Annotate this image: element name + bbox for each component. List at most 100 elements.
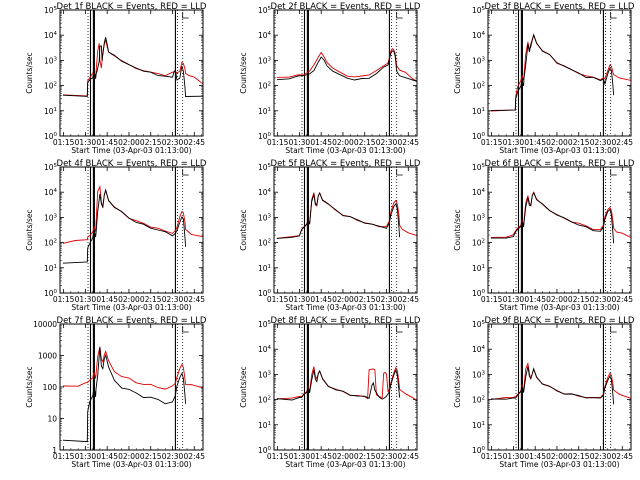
y-tick-exponent: 0 [54,289,58,295]
y-tick-exponent: 2 [482,239,486,245]
y-tick-label: 103 [472,56,486,65]
bracket-mark [610,169,617,176]
x-tick-label: 02:00 [546,138,568,147]
y-tick-exponent: 5 [54,163,58,169]
y-tick-label: 103 [44,213,58,222]
x-tick-label: 02:15 [140,295,162,304]
y-tick-exponent: 5 [482,163,486,169]
y-tick-label: 105 [472,320,486,329]
bracket-mark [610,12,617,19]
x-tick-label: 02:45 [183,138,205,147]
x-axis-ticks: 01:15 01:30 01:45 02:00 02:15 02:30 02:45 [53,10,205,147]
y-tick-exponent: 3 [482,56,486,62]
x-tick-label: 01:15 [267,138,289,147]
y-tick-exponent: 4 [482,345,486,351]
y-axis-label: Counts/sec [453,209,462,250]
series-line-lld [490,191,631,239]
y-tick-label: 100 [472,132,486,141]
interval-markers [87,167,189,293]
y-tick-exponent: 0 [268,289,272,295]
y-tick-exponent: 1 [54,264,58,270]
x-tick-label: 02:30 [162,295,184,304]
y-tick-label: 103 [44,56,58,65]
x-tick-label: 02:30 [590,138,612,147]
y-tick-label: 100 [258,289,272,298]
y-tick-label: 102 [472,396,485,405]
x-tick-label: 02:45 [611,295,633,304]
chart-panel: Det 2f BLACK = Events, RED = LLD Counts/s… [239,2,421,155]
y-tick-exponent: 2 [482,82,486,88]
x-tick-label: 02:15 [568,138,590,147]
x-tick-label: 01:30 [75,295,97,304]
y-tick-exponent: 2 [482,396,486,402]
y-tick-label: 103 [258,56,272,65]
x-tick-label: 02:00 [118,295,140,304]
y-tick-label: 100 [472,446,486,455]
x-tick-label: 02:45 [397,295,419,304]
x-tick-label: 02:45 [611,452,633,461]
y-tick-label: 10000 [33,320,57,329]
y-axis-label: Counts/sec [453,366,462,407]
y-tick-label: 1 [52,446,57,455]
y-axis-label: Counts/sec [25,52,34,93]
y-tick-label: 104 [44,31,58,40]
y-tick-label: 101 [472,107,485,116]
x-tick-label: 01:30 [503,295,525,304]
y-tick-exponent: 3 [482,370,486,376]
bracket-mark [396,326,403,333]
y-tick-exponent: 0 [482,289,486,295]
x-tick-label: 01:45 [524,295,546,304]
y-tick-label: 101 [472,421,485,430]
y-tick-exponent: 5 [268,320,272,326]
series-line-events [490,33,615,111]
x-tick-label: 02:45 [397,138,419,147]
chart-panel: Det 1f BLACK = Events, RED = LLD Counts/s… [25,2,207,155]
y-tick-exponent: 1 [268,107,272,113]
x-tick-label: 02:00 [118,138,140,147]
x-tick-label: 02:00 [118,452,140,461]
y-tick-exponent: 1 [268,264,272,270]
x-tick-label: 01:30 [289,138,311,147]
x-tick-label: 02:15 [140,452,162,461]
x-tick-label: 02:15 [140,138,162,147]
y-tick-label: 105 [258,6,272,15]
y-tick-label: 104 [472,31,486,40]
x-tick-label: 01:30 [289,295,311,304]
series-line-events [62,188,187,264]
chart-title: Det 8f BLACK = Events, RED = LLD [271,316,421,326]
chart-panel: Det 3f BLACK = Events, RED = LLD Counts/s… [453,2,635,155]
y-tick-label: 100 [44,132,58,141]
y-tick-exponent: 3 [268,56,272,62]
y-tick-exponent: 5 [482,320,486,326]
y-tick-label: 103 [472,213,486,222]
y-tick-exponent: 4 [268,31,272,37]
chart-panel: Det 7f BLACK = Events, RED = LLD Counts/s… [25,316,207,469]
x-tick-label: 01:30 [75,452,97,461]
x-tick-label: 01:45 [96,138,118,147]
x-tick-label: 02:30 [376,295,398,304]
y-tick-exponent: 5 [268,6,272,12]
plot-frame [59,166,204,294]
y-tick-exponent: 1 [482,107,486,113]
y-tick-label: 105 [258,320,272,329]
bracket-mark [182,169,189,176]
series-line-lld [62,346,203,390]
x-tick-label: 02:30 [376,138,398,147]
plot-frame [59,323,204,451]
series-line-events [490,366,615,405]
x-tick-label: 02:00 [332,295,354,304]
x-tick-label: 01:15 [53,452,75,461]
y-tick-exponent: 4 [54,188,58,194]
y-tick-exponent: 1 [54,107,58,113]
x-axis-label: Start Time (03-Apr-03 01:13:00) [71,460,191,469]
y-tick-label: 101 [258,421,271,430]
x-tick-label: 01:45 [96,295,118,304]
y-tick-label: 104 [472,345,486,354]
x-tick-label: 01:45 [524,452,546,461]
y-tick-exponent: 4 [482,188,486,194]
series-line-events [490,191,615,244]
series-line-events [62,37,203,97]
